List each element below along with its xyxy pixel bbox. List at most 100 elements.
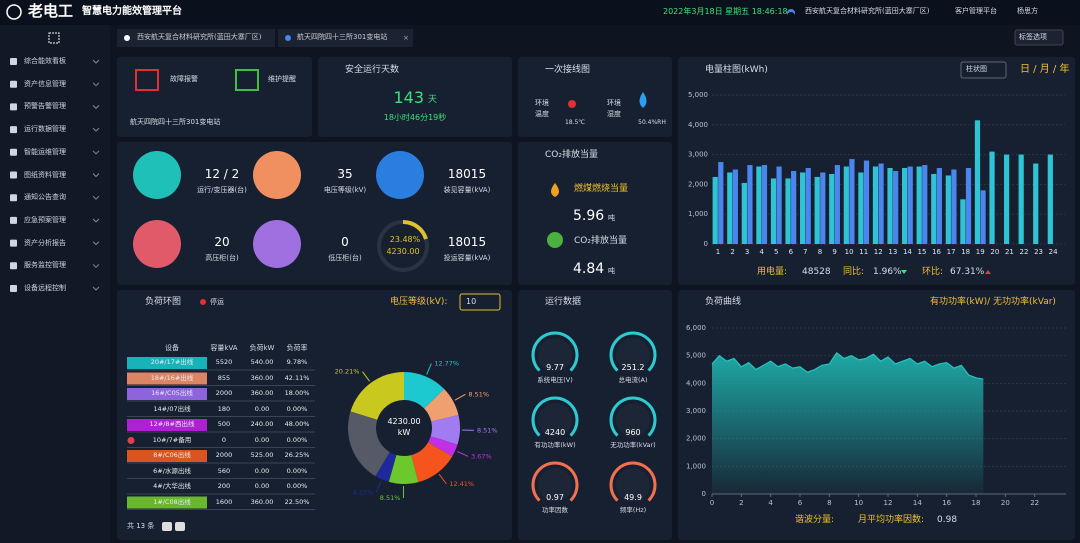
tab-label[interactable]: 西安航天复合材料研究所(蓝田大寨厂区): [137, 33, 262, 41]
bar: [718, 162, 724, 244]
menu-icon: [10, 171, 17, 179]
bar: [732, 169, 738, 244]
x-tick-label: 6: [789, 248, 794, 256]
bar: [791, 170, 797, 244]
bar: [960, 199, 966, 244]
label-leader: [454, 393, 466, 401]
table-header: 负荷率: [286, 344, 308, 352]
x-tick-label: 15: [918, 248, 927, 256]
panel-title: 负荷环图: [145, 297, 182, 307]
table-cell: 0.00: [254, 466, 270, 475]
menu-chevron: [92, 218, 100, 223]
menu-item[interactable]: 运行数据管理: [24, 125, 66, 134]
x-tick-label: 16: [932, 248, 941, 256]
table-cell: 560: [217, 466, 231, 475]
gauge-label: 总电流(A): [618, 376, 648, 384]
menu-icon: [10, 58, 17, 65]
table-cell: 360.00: [250, 497, 274, 506]
x-tick-label: 14: [903, 248, 912, 256]
row-swatch: [127, 372, 207, 385]
menu-icon: [10, 194, 17, 202]
y-tick-label: 1,000: [688, 210, 708, 218]
menu-item[interactable]: 预警告警管理: [24, 102, 66, 111]
menu-icon: [10, 285, 17, 292]
bell-icon[interactable]: [787, 9, 795, 16]
stat-label: 投运容量(kVA): [443, 254, 491, 262]
table-cell: 2000: [215, 389, 233, 397]
wiring-panel: [518, 57, 672, 137]
bar: [712, 176, 718, 244]
voltage-value[interactable]: 10: [466, 297, 477, 306]
panel-title: 负荷曲线: [705, 297, 742, 307]
gauge-arc: [531, 396, 579, 437]
x-tick-label: 20: [990, 248, 999, 256]
grid-icon[interactable]: [48, 32, 60, 44]
menu-chevron: [92, 263, 100, 269]
gauge-arc: [609, 331, 657, 372]
tab-label[interactable]: 航天四院四十三所301变电站: [297, 33, 388, 41]
table-cell: 180: [217, 404, 231, 413]
bar: [922, 165, 928, 244]
menu-item[interactable]: 图纸资料管理: [24, 170, 66, 179]
tab[interactable]: [278, 29, 413, 47]
pager[interactable]: [175, 522, 185, 531]
y-tick-label: 5,000: [688, 91, 708, 99]
table-cell: 12#/8#西出线: [149, 420, 195, 428]
menu-item[interactable]: 通知公告查询: [24, 193, 66, 202]
menu-item[interactable]: 综合能效看板: [24, 57, 66, 65]
menu-item[interactable]: 应急预案管理: [24, 215, 66, 224]
user-menu[interactable]: 杨思方: [1017, 7, 1038, 15]
area-line: [711, 352, 984, 380]
mode-label[interactable]: 柱状图: [966, 65, 987, 73]
menu-item[interactable]: 资产信息管理: [24, 79, 66, 88]
platform-link[interactable]: 客户管理平台: [955, 7, 997, 15]
menu-icon: [10, 80, 17, 88]
temp-label: 环境温度: [535, 99, 549, 118]
harmonic-label: 谐波分量:: [795, 515, 835, 525]
mode-select[interactable]: [960, 61, 1007, 79]
station-name: 航天四院四十三所301变电站: [130, 118, 221, 126]
bar: [814, 176, 820, 244]
top-bar: [0, 0, 1080, 25]
menu-item[interactable]: 资产分析报告: [24, 238, 66, 247]
period-switch[interactable]: 日 / 月 / 年: [1020, 64, 1070, 75]
bar: [980, 190, 986, 244]
bar: [878, 163, 884, 244]
bar: [936, 168, 942, 244]
row-swatch: [127, 388, 207, 400]
voltage-select[interactable]: [459, 293, 501, 311]
menu-icon: [10, 148, 17, 156]
tab-options[interactable]: [1014, 29, 1064, 46]
pager[interactable]: [162, 522, 172, 531]
menu-item[interactable]: 服务监控管理: [24, 261, 66, 270]
label-leader: [438, 473, 447, 485]
bar: [931, 173, 937, 244]
tab[interactable]: [117, 29, 275, 47]
table-cell: 525.00: [250, 451, 274, 459]
x-tick-label: 8: [818, 248, 822, 256]
menu-item[interactable]: 智能运维管理: [24, 147, 66, 156]
bar: [820, 172, 826, 244]
curve-legend: 有功功率(kW)/ 无功功率(kVar): [930, 297, 1056, 307]
donut-label: 8.51%: [468, 390, 489, 398]
table-header: 设备: [165, 344, 179, 352]
table-cell: 540.00: [250, 358, 274, 366]
co2-unit: 吨: [608, 267, 615, 275]
y-tick-label: 2,000: [688, 180, 708, 188]
x-tick-label: 10: [845, 248, 854, 256]
sidebar: [0, 25, 110, 543]
bar: [741, 182, 747, 244]
table-cell: 0.00: [254, 404, 270, 413]
menu-item[interactable]: 设备远程控制: [24, 284, 66, 292]
site-select[interactable]: 西安航天复合材料研究所(蓝田大寨厂区): [805, 7, 930, 15]
bar: [761, 165, 768, 244]
donut-slice: [348, 411, 390, 477]
tab-options-label[interactable]: 标签选项: [1019, 33, 1047, 41]
gauge-value: 960: [625, 428, 641, 437]
x-tick-label: 1: [716, 248, 720, 256]
x-tick-label: 4: [759, 248, 764, 256]
bar: [907, 166, 913, 244]
bar: [887, 168, 893, 244]
y-tick-label: 0: [704, 240, 708, 248]
tab-close[interactable]: ×: [403, 34, 409, 42]
